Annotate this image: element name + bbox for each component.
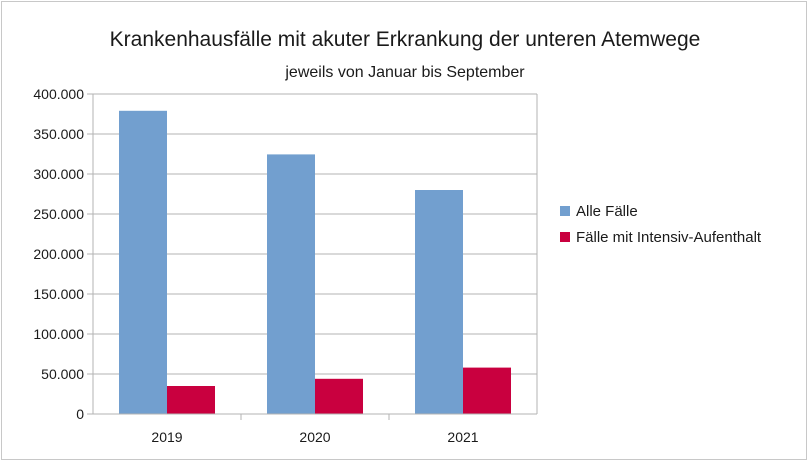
y-tick-label: 200.000 xyxy=(33,246,84,262)
y-tick-label: 150.000 xyxy=(33,286,84,302)
x-tick-label: 2019 xyxy=(151,429,182,445)
bars xyxy=(119,110,511,415)
legend-label-series-2: Fälle mit Intensiv-Aufenthalt xyxy=(576,229,762,246)
chart-subtitle: jeweils von Januar bis September xyxy=(284,64,525,81)
y-tick-label: 350.000 xyxy=(33,126,84,142)
y-tick-label: 400.000 xyxy=(33,86,84,102)
legend-label-series-1: Alle Fälle xyxy=(576,203,638,220)
bar-2021-series-2 xyxy=(463,367,511,414)
bar-2020-series-1 xyxy=(267,154,315,414)
y-tick-label: 250.000 xyxy=(33,206,84,222)
y-tick-label: 50.000 xyxy=(41,366,84,382)
chart-title: Krankenhausfälle mit akuter Erkrankung d… xyxy=(110,28,701,51)
y-tick-label: 100.000 xyxy=(33,326,84,342)
y-tick-labels: 0 50.000 100.000 150.000 200.000 250.000 300.0… xyxy=(33,86,84,422)
legend-swatch-series-2 xyxy=(560,232,570,242)
y-tick-label: 0 xyxy=(76,406,84,422)
bar-2019-series-1 xyxy=(119,110,167,415)
x-tick-label: 2020 xyxy=(299,429,330,445)
x-tick-labels: 2019 2020 2021 xyxy=(151,429,478,445)
legend-swatch-series-1 xyxy=(560,206,570,216)
x-tick-label: 2021 xyxy=(447,429,478,445)
axes xyxy=(87,93,538,420)
legend: Alle Fälle Fälle mit Intensiv-Aufenthalt xyxy=(560,203,762,246)
bar-2021-series-1 xyxy=(415,190,463,414)
bar-2019-series-2 xyxy=(167,386,215,414)
y-tick-label: 300.000 xyxy=(33,166,84,182)
bar-2020-series-2 xyxy=(315,378,363,414)
